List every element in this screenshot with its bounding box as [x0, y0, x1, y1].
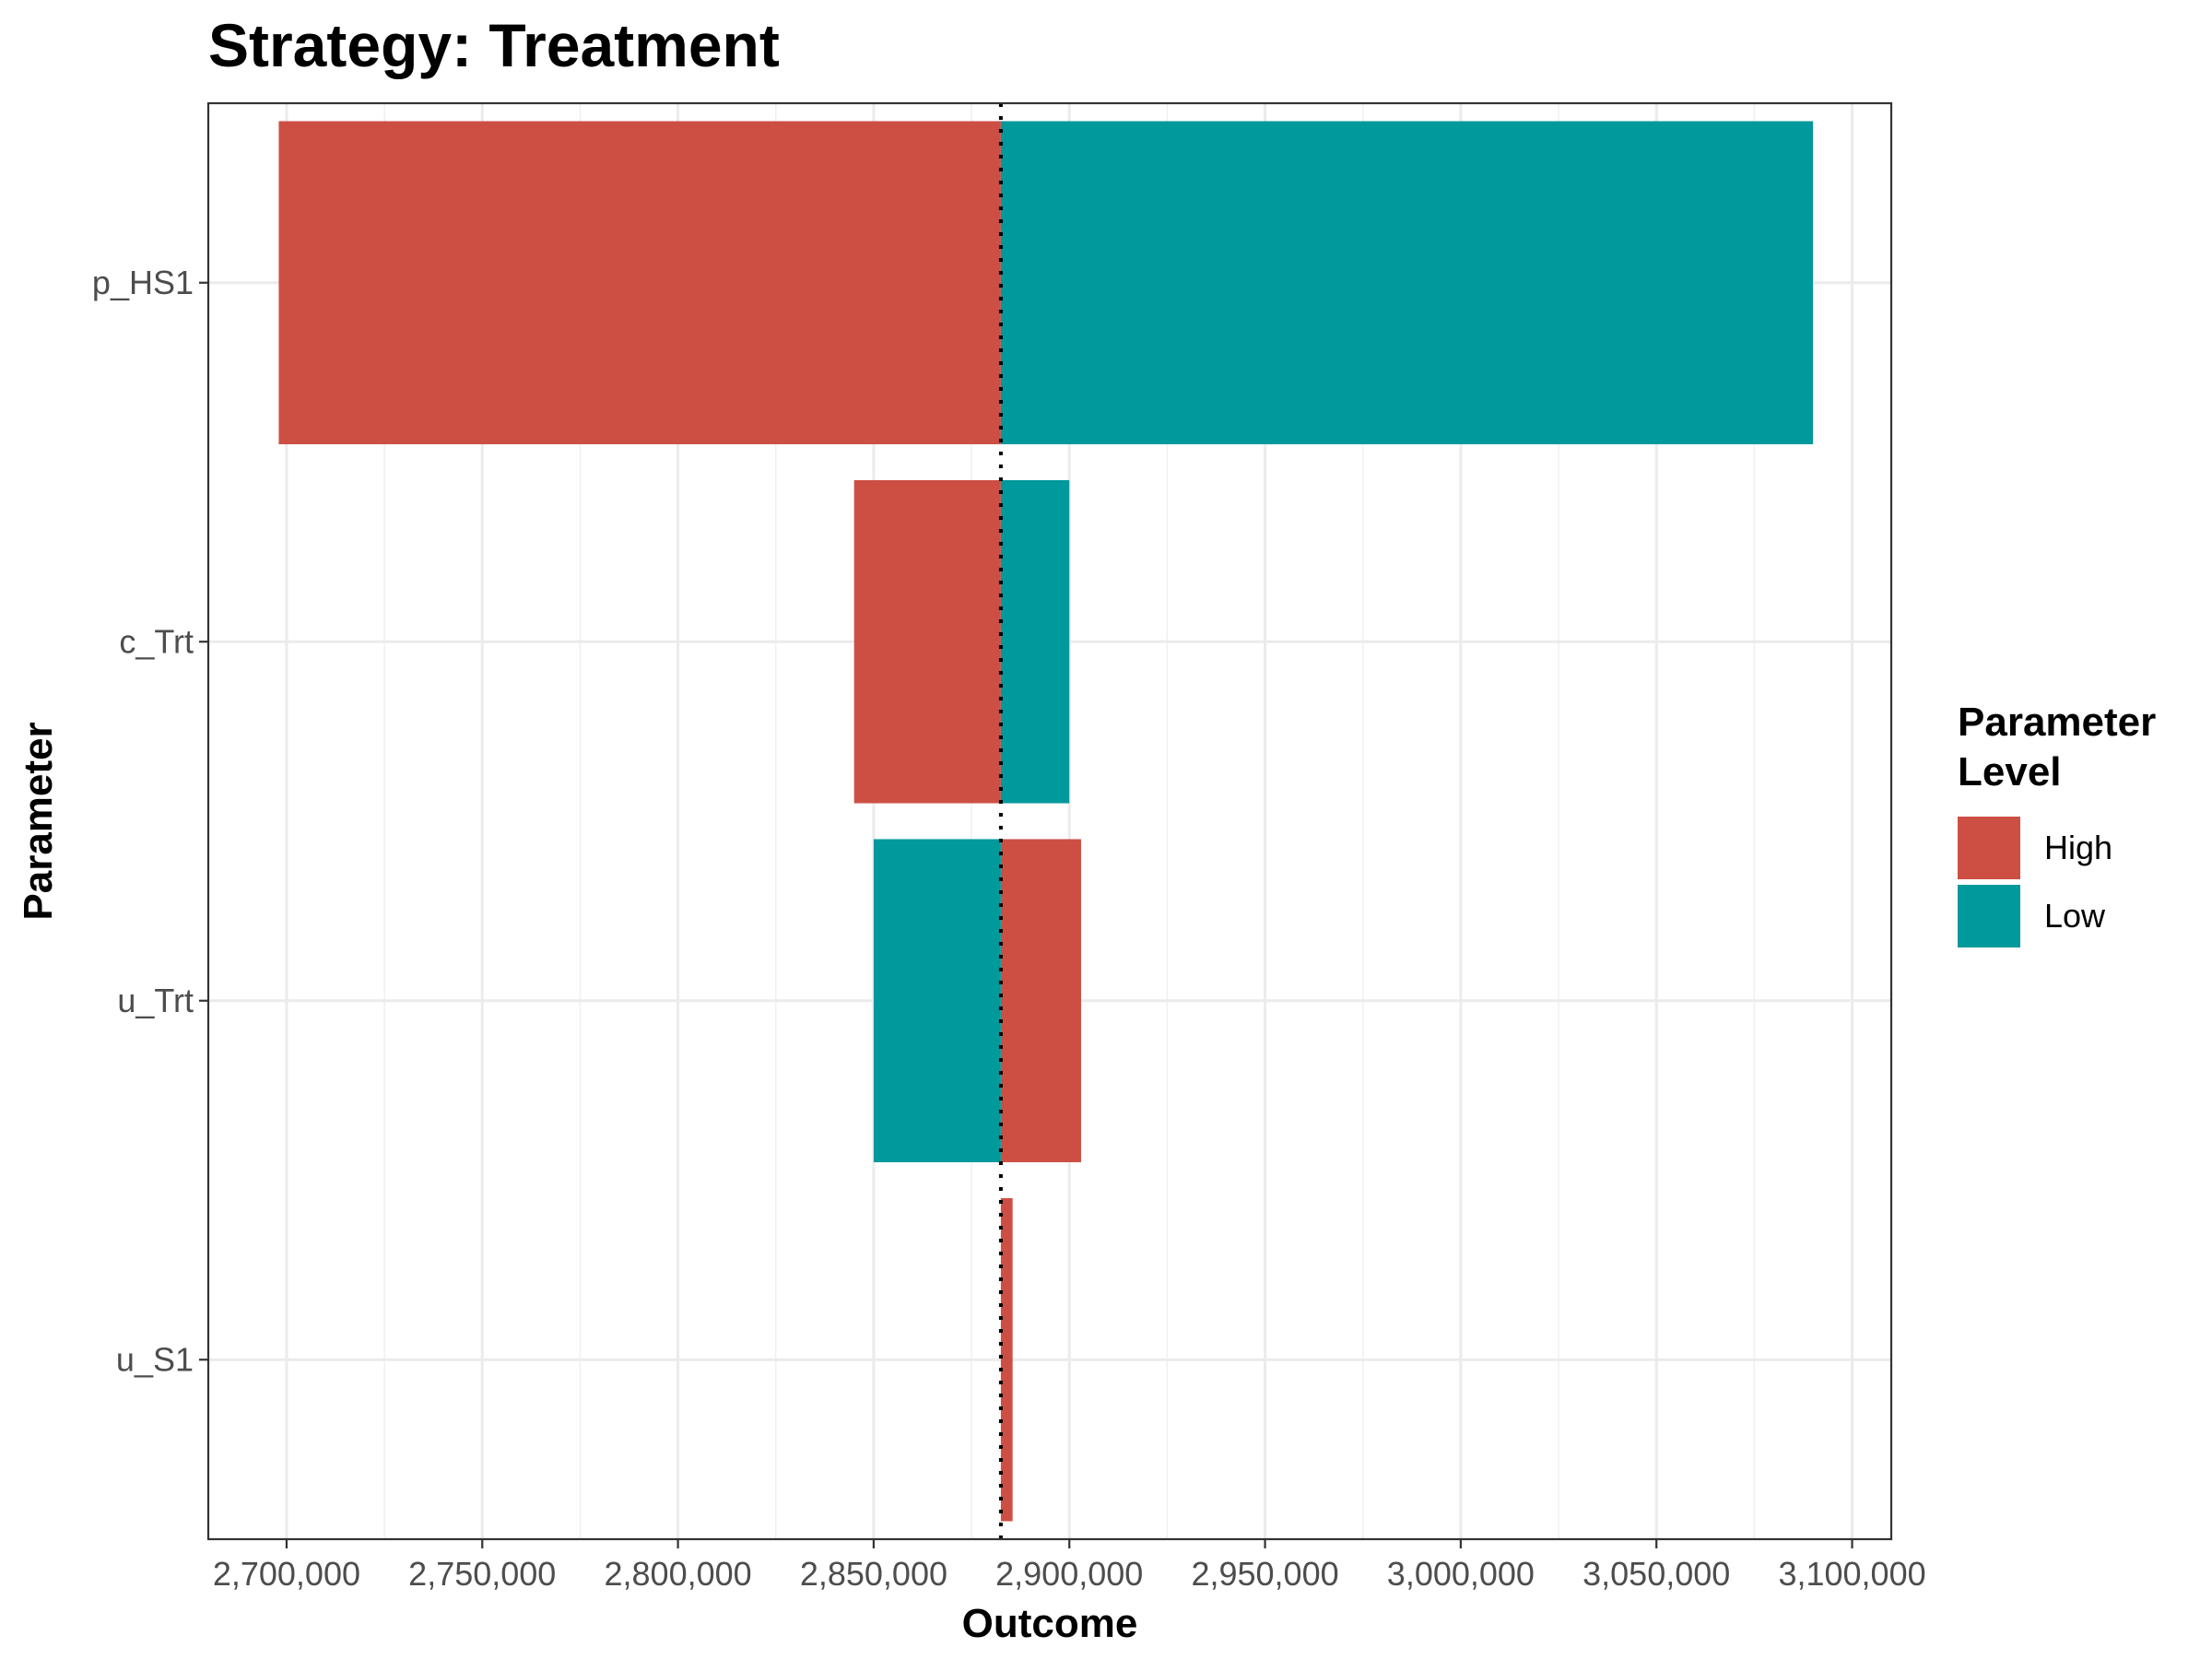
x-tick-label: 2,700,000: [213, 1555, 360, 1593]
chart-title: Strategy: Treatment: [208, 11, 780, 79]
x-axis-title: Outcome: [962, 1601, 1138, 1646]
y-axis: p_HS1 c_Trt u_Trt u_S1: [92, 264, 208, 1378]
bar-high-p-hs1: [278, 121, 1001, 445]
bar-low-u-trt: [873, 839, 1001, 1163]
x-tick-label: 3,100,000: [1778, 1555, 1925, 1593]
x-tick-label: 2,950,000: [1191, 1555, 1338, 1593]
bars: [278, 121, 1814, 1522]
plot-panel-border: [206, 101, 1893, 1541]
bar-high-u-s1: [1000, 1197, 1013, 1522]
legend-title-line-2: Level: [1958, 749, 2062, 794]
bar-high-c-trt: [853, 479, 1001, 804]
y-tick-label: u_S1: [116, 1340, 194, 1378]
x-tick-label: 2,750,000: [408, 1555, 556, 1593]
y-tick-label: c_Trt: [119, 622, 194, 660]
legend-key-high: [1958, 817, 2020, 879]
x-tick-label: 2,900,000: [995, 1555, 1143, 1593]
bar-high-u-trt: [1000, 839, 1081, 1163]
bar-low-p-hs1: [1000, 121, 1814, 445]
x-tick-label: 2,850,000: [800, 1555, 947, 1593]
y-tick-label: p_HS1: [92, 264, 194, 301]
y-tick-label: u_Trt: [117, 982, 194, 1019]
x-axis: 2,700,000 2,750,000 2,800,000 2,850,000 2,90…: [213, 1539, 1926, 1593]
y-axis-title: Parameter: [16, 722, 61, 920]
legend-label-high: High: [2044, 829, 2112, 866]
legend-key-low: [1958, 885, 2020, 947]
x-tick-label: 2,800,000: [605, 1555, 752, 1593]
legend: Parameter Level High Low: [1958, 700, 2156, 947]
x-tick-label: 3,000,000: [1387, 1555, 1535, 1593]
bar-low-c-trt: [1000, 479, 1070, 804]
legend-title-line-1: Parameter: [1958, 700, 2156, 745]
x-tick-label: 3,050,000: [1583, 1555, 1730, 1593]
legend-label-low: Low: [2044, 897, 2106, 935]
